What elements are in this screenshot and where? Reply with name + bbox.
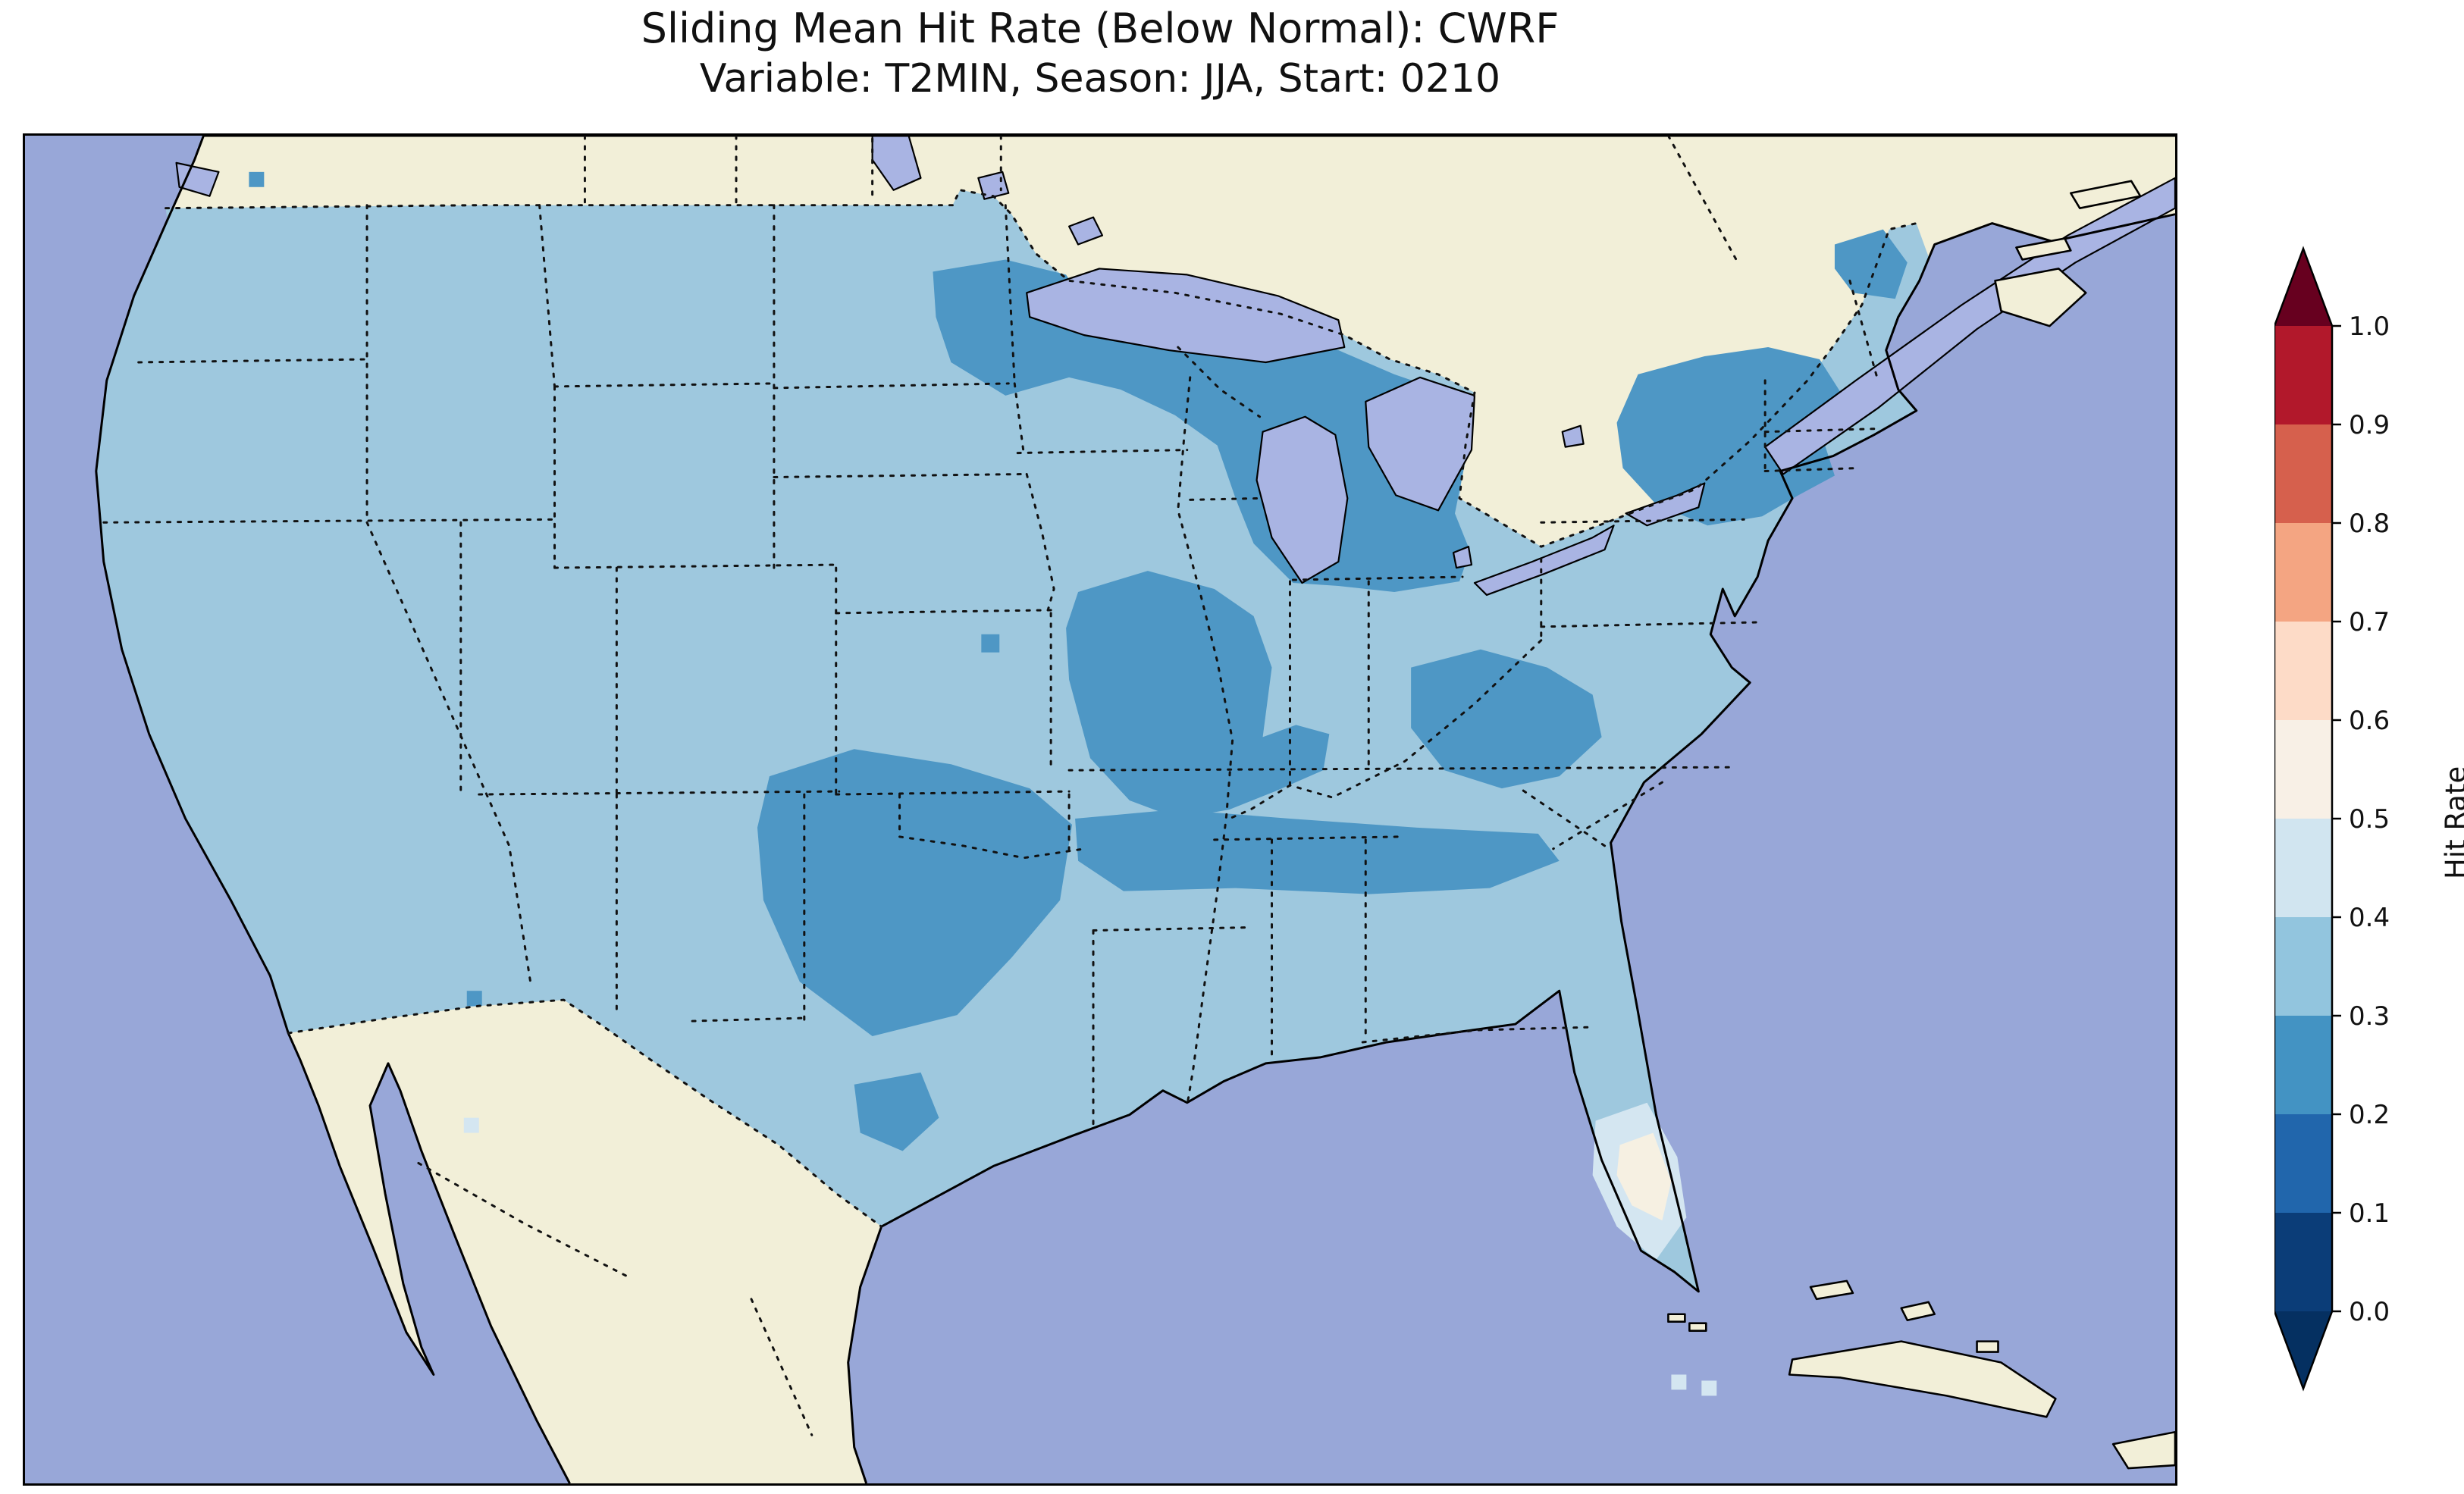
patch-maine [1834,229,1908,299]
map-frame [23,133,2177,1486]
lake-huron [1365,376,1476,512]
lake-winnipeg [871,136,922,191]
puget-sound [175,161,220,197]
us-map [25,136,2175,1483]
chart-subtitle: Variable: T2MIN, Season: JJA, Start: 021… [699,55,1501,102]
patch-small-new-mexico [466,991,482,1007]
title-block: Sliding Mean Hit Rate (Below Normal): CW… [23,3,2177,104]
inland-water [175,136,2175,597]
lake-st-clair [1452,546,1473,569]
colorbar-tick: 0.8 [2349,509,2390,539]
coastline [95,136,2175,1483]
colorbar-band [2274,1114,2332,1213]
colorbar-tick: 0.1 [2349,1198,2390,1229]
colorbar-extend-bottom [2274,1311,2332,1389]
florida-keys-1 [1667,1313,1686,1323]
hispaniola [2111,1430,2175,1470]
islands [1667,180,2175,1470]
patch-midwest-corridor [1066,571,1330,819]
florida-keys-2 [1688,1322,1707,1332]
state-borders [102,204,1879,1127]
colorbar-tick: 0.9 [2349,410,2390,440]
colorbar-tick: 0.2 [2349,1100,2390,1130]
bahamas-1 [1809,1279,1854,1301]
colorbar-svg: 1.0 0.9 0.8 0.7 0.6 0.5 0.4 0.3 0.2 0.1 … [2274,246,2390,1392]
patch-small-mexico-border [463,1117,479,1133]
nova-scotia [1994,268,2087,327]
patch-small-missouri [981,634,1000,653]
prince-edward-island [2015,237,2072,261]
colorbar-band [2274,622,2332,720]
colorbar-tick-marks [2332,324,2341,1313]
chart-title: Sliding Mean Hit Rate (Below Normal): CW… [641,5,1560,52]
colorbar-band [2274,720,2332,819]
us-mexico-border [287,998,883,1228]
colorbar-tick: 0.5 [2349,804,2390,835]
colorbar-band [2274,917,2332,1016]
patch-small-seattle [249,171,265,187]
colorbar-band [2274,819,2332,917]
colorbar-tick: 0.3 [2349,1001,2390,1032]
colorbar-band [2274,326,2332,424]
colorbar-tick: 0.0 [2349,1297,2390,1327]
colorbar-band [2274,1016,2332,1114]
international-borders [165,136,1918,1436]
lake-simcoe [1561,424,1585,448]
colorbar-tick: 0.4 [2349,903,2390,933]
patch-keys-cell-1 [1671,1374,1687,1390]
lake-superior [1026,268,1346,364]
bahamas-3 [1976,1340,1999,1353]
st-lawrence-gulf [1764,177,2175,475]
colorbar-label: Hit Rate [2440,766,2464,879]
canada-province-borders [583,136,1739,264]
patch-keys-cell-2 [1701,1380,1717,1396]
colorbar-band [2274,1213,2332,1311]
us-hit-rate-region [96,189,1929,1292]
patch-ohio-valley [1411,649,1602,789]
patch-central-texas [854,1072,939,1151]
anticosti-island [2069,180,2142,209]
bahamas-2 [1900,1301,1936,1322]
patch-florida-tip [1616,1132,1672,1221]
colorbar-tick: 0.6 [2349,706,2390,736]
colorbar-band [2274,523,2332,622]
cuba [1788,1340,2057,1418]
colorbar-extend-top [2274,249,2332,326]
lake-nipigon [1067,216,1104,246]
colorbar-tick: 0.7 [2349,607,2390,637]
colorbar: 1.0 0.9 0.8 0.7 0.6 0.5 0.4 0.3 0.2 0.1 … [2274,243,2464,1410]
colorbar-band [2274,424,2332,523]
mexico-state-borders [417,1161,813,1436]
us-canada-border [165,189,1918,548]
patch-southern-plains [757,749,1073,1036]
patch-tennessee-kentucky [1075,810,1560,894]
lake-erie [1473,525,1615,597]
lake-michigan [1256,415,1349,584]
colorbar-tick-labels: 1.0 0.9 0.8 0.7 0.6 0.5 0.4 0.3 0.2 0.1 … [2349,312,2390,1327]
colorbar-tick: 1.0 [2349,312,2390,342]
